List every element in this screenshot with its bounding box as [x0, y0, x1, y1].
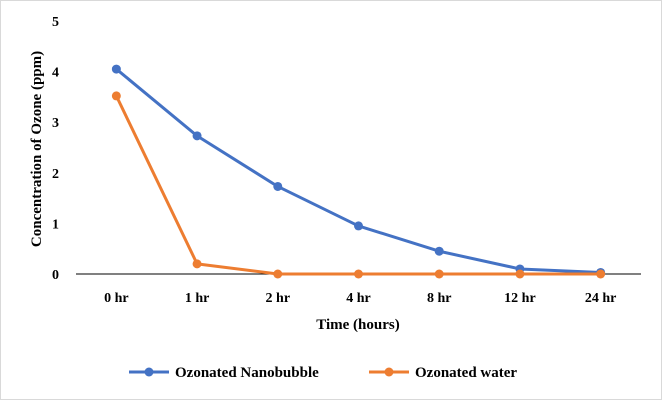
data-point — [111, 64, 121, 74]
series-line — [114, 94, 603, 276]
data-point — [192, 259, 202, 269]
data-point — [273, 269, 283, 279]
y-tick-label: 5 — [52, 15, 59, 30]
y-tick-label: 0 — [52, 268, 59, 283]
legend-swatch-marker — [384, 367, 394, 377]
legend-item: Ozonated Nanobubble — [129, 365, 319, 381]
series-layer — [111, 64, 606, 279]
series-1 — [111, 64, 606, 277]
data-point — [192, 131, 202, 141]
x-tick-label: 24 hr — [585, 291, 617, 306]
x-tick-label: 8 hr — [427, 291, 452, 306]
series-2 — [111, 91, 606, 279]
y-tick-label: 3 — [52, 116, 59, 131]
data-point — [596, 269, 606, 279]
x-tick-label: 0 hr — [104, 291, 129, 306]
legend-item: Ozonated water — [369, 365, 517, 381]
data-point — [111, 91, 121, 101]
y-axis-title: Concentration of Ozone (ppm) — [29, 51, 45, 247]
data-point — [434, 246, 444, 256]
x-tick-label: 2 hr — [266, 291, 291, 306]
legend-swatch-marker — [144, 367, 154, 377]
x-axis-ticks: 0 hr 1 hr 2 hr 4 hr 8 hr 12 hr 24 hr — [104, 291, 616, 306]
x-tick-label: 12 hr — [504, 291, 536, 306]
series-line — [114, 67, 603, 274]
data-point — [354, 269, 363, 279]
legend-label: Ozonated Nanobubble — [175, 365, 319, 381]
legend: Ozonated Nanobubble Ozonated water — [129, 365, 517, 381]
data-point — [273, 181, 283, 191]
x-tick-label: 4 hr — [346, 291, 371, 306]
data-point — [515, 269, 525, 279]
data-point — [434, 269, 444, 279]
legend-label: Ozonated water — [415, 365, 517, 381]
data-point — [354, 221, 363, 231]
y-tick-label: 1 — [52, 217, 59, 232]
y-tick-label: 2 — [52, 167, 59, 182]
y-axis-ticks: 0 1 2 3 4 5 — [52, 15, 59, 283]
x-tick-label: 1 hr — [185, 291, 210, 306]
y-tick-label: 4 — [52, 66, 59, 81]
x-axis-title: Time (hours) — [316, 317, 399, 333]
